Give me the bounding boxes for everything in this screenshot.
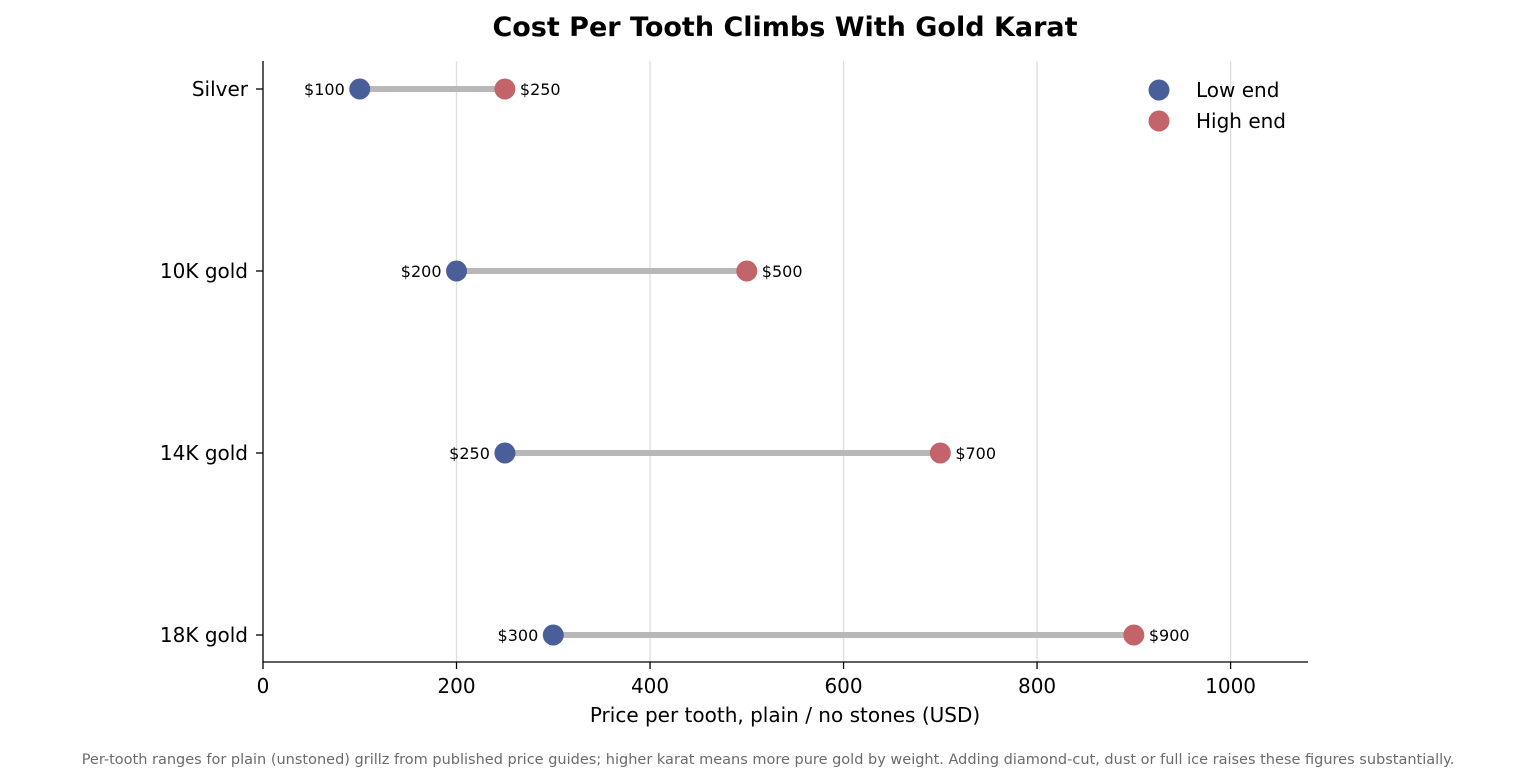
low-point-14k-gold xyxy=(494,442,516,464)
chart-title: Cost Per Tooth Climbs With Gold Karat xyxy=(492,12,1077,43)
connectors xyxy=(359,86,1134,638)
x-tick-label-1000: 1000 xyxy=(1205,674,1256,698)
y-tick-label-10k-gold: 10K gold xyxy=(160,259,248,283)
low-point-silver xyxy=(349,78,371,100)
y-tick-label-silver: Silver xyxy=(192,77,249,101)
high-point-18k-gold xyxy=(1123,624,1145,646)
high-label-silver: $250 xyxy=(520,80,561,99)
x-tick-label-0: 0 xyxy=(257,674,270,698)
y-tick-label-14k-gold: 14K gold xyxy=(160,441,248,465)
legend: Low end High end xyxy=(1148,78,1286,133)
high-point-10k-gold xyxy=(736,260,758,282)
data-points xyxy=(349,78,1145,646)
high-point-silver xyxy=(494,78,516,100)
legend-marker-high-end xyxy=(1148,110,1170,132)
legend-marker-low-end xyxy=(1148,79,1170,101)
y-tick-label-18k-gold: 18K gold xyxy=(160,623,248,647)
low-point-10k-gold xyxy=(446,260,468,282)
chart-footnote: Per-tooth ranges for plain (unstoned) gr… xyxy=(82,752,1455,768)
x-axis-label: Price per tooth, plain / no stones (USD) xyxy=(590,703,980,727)
low-label-silver: $100 xyxy=(304,80,345,99)
high-label-18k-gold: $900 xyxy=(1149,626,1190,645)
x-tick-label-800: 800 xyxy=(1018,674,1056,698)
gridlines xyxy=(455,61,1232,662)
x-tick-label-600: 600 xyxy=(824,674,862,698)
high-point-14k-gold xyxy=(929,442,951,464)
low-label-14k-gold: $250 xyxy=(449,444,490,463)
axes: 0 200 400 600 800 1000 Silver 10K gold 14K gold 1… xyxy=(160,61,1308,698)
data-labels: $100 $250 $200 $500 $250 $700 $300 $900 xyxy=(304,80,1190,645)
high-label-10k-gold: $500 xyxy=(762,262,803,281)
high-label-14k-gold: $700 xyxy=(955,444,996,463)
x-tick-label-200: 200 xyxy=(437,674,475,698)
low-point-18k-gold xyxy=(542,624,564,646)
low-label-10k-gold: $200 xyxy=(401,262,442,281)
x-tick-label-400: 400 xyxy=(631,674,669,698)
legend-label-high-end: High end xyxy=(1196,109,1286,133)
low-label-18k-gold: $300 xyxy=(498,626,539,645)
legend-label-low-end: Low end xyxy=(1196,78,1279,102)
